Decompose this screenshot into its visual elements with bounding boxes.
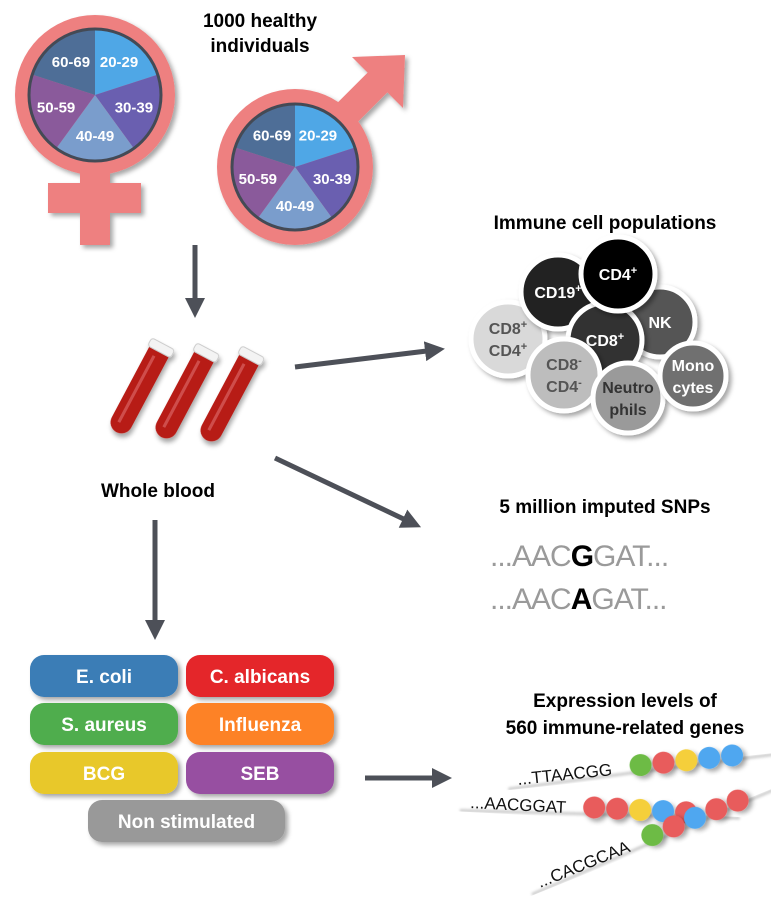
pie-slice	[95, 74, 161, 149]
stimulus-influenza: Influenza	[186, 703, 334, 745]
stimulus-bcg: BCG	[30, 752, 178, 794]
expression-title-line1: Expression levels of	[533, 691, 717, 712]
stimulus-label: Non stimulated	[118, 812, 255, 833]
pie-slice	[295, 147, 358, 218]
snp-sequence-1: ...AACGGAT...	[490, 540, 668, 573]
immune-cell-label: CD8+	[489, 319, 527, 338]
pie-slice	[232, 147, 295, 218]
pie-slice	[95, 29, 158, 95]
expression-bead	[629, 754, 652, 777]
expression-bead	[705, 798, 728, 821]
expression-bead	[683, 806, 706, 829]
immune-cell-label: cytes	[673, 380, 714, 397]
sequence-text: ...CACGCAA	[534, 837, 633, 892]
immune-cell: CD8+ CD4+	[468, 299, 548, 379]
immune-cell-cluster: CD8+ CD4+ CD19+ NK CD8+ CD4+ CD8- CD4- Neutro phi…	[468, 234, 729, 436]
stimulus-c-albicans: C. albicans	[186, 655, 334, 697]
blood-tube	[110, 338, 175, 434]
immune-cell: Mono cytes	[657, 340, 729, 412]
cohort-title-line2: individuals	[210, 36, 309, 57]
stimulus-label: S. aureus	[61, 715, 147, 736]
immune-cell: Neutro phils	[590, 360, 666, 436]
snp-sequences: ...AACGGAT... ...AACAGAT...	[490, 540, 669, 616]
immune-cells-title: Immune cell populations	[494, 213, 717, 234]
arrow-blood-to-cells	[294, 341, 445, 370]
expression-bead	[629, 798, 652, 821]
age-group-label: 40-49	[76, 128, 114, 145]
expression-sequences: ...TTAACGG ...AACGGAT ...CACGCAA	[459, 744, 771, 896]
immune-cell-label: Mono	[672, 358, 715, 375]
age-group-label: 60-69	[52, 54, 90, 71]
immune-cell-label: NK	[648, 315, 672, 332]
arrow-blood-to-snps	[273, 455, 422, 528]
expression-bead	[583, 796, 606, 819]
stimulus-s-aureus: S. aureus	[30, 703, 178, 745]
expression-bead	[652, 800, 675, 823]
cohort-title-line1: 1000 healthy	[203, 11, 317, 32]
sequence-text: ...TTAACGG	[516, 760, 613, 789]
sequence-text: ...AACGGAT	[470, 793, 567, 817]
expression-bead	[675, 749, 698, 772]
stimulus-label: BCG	[83, 764, 125, 785]
snp-sequence-2: ...AACAGAT...	[490, 583, 667, 616]
pie-slice	[32, 29, 95, 95]
stimulus-non-stimulated: Non stimulated	[88, 800, 285, 842]
expression-bead	[652, 751, 675, 774]
immune-cell-label: phils	[609, 402, 646, 419]
expression-bead	[698, 746, 721, 769]
stimulus-label: C. albicans	[210, 667, 310, 688]
pie-slice	[56, 95, 134, 162]
age-group-label: 30-39	[115, 100, 153, 117]
stimulus-seb: SEB	[186, 752, 334, 794]
pie-slice	[295, 104, 355, 167]
stimulus-label: Influenza	[219, 715, 302, 736]
age-group-label: 60-69	[253, 127, 291, 144]
expression-title-line2: 560 immune-related genes	[506, 718, 745, 739]
expression-bead	[662, 815, 685, 838]
age-group-label: 30-39	[313, 171, 351, 188]
expression-bead	[606, 797, 629, 820]
blood-tubes	[110, 338, 265, 442]
age-group-label: 40-49	[276, 198, 314, 215]
male-age-pie: 20-29 30-39 40-49 50-59 60-69	[230, 102, 360, 232]
age-group-label: 20-29	[100, 54, 138, 71]
stimulus-label: E. coli	[76, 667, 132, 688]
snps-title: 5 million imputed SNPs	[499, 497, 710, 518]
whole-blood-label: Whole blood	[101, 481, 215, 502]
age-group-label: 50-59	[239, 171, 277, 188]
stimulus-label: SEB	[240, 764, 279, 785]
immune-cell-label: CD4+	[489, 341, 527, 360]
blood-tube	[155, 343, 220, 439]
stimulation-conditions: E. coli C. albicans S. aureus Influenza BCG S…	[30, 655, 334, 842]
immune-cell-label: CD4+	[599, 265, 637, 284]
expression-bead	[721, 744, 744, 767]
pie-slice	[29, 74, 95, 149]
immune-cell: CD4+	[578, 234, 658, 314]
blood-tube	[200, 346, 265, 442]
immune-cell-label: CD8-	[546, 355, 582, 374]
immune-cell-label: Neutro	[602, 380, 654, 397]
immune-cell: CD8- CD4-	[525, 336, 603, 414]
immune-cell-label: CD8+	[586, 331, 624, 350]
stimulus-e-coli: E. coli	[30, 655, 178, 697]
expression-bead	[726, 789, 749, 812]
immune-cell-label: CD19+	[534, 283, 581, 302]
age-group-label: 50-59	[37, 100, 75, 117]
expression-bead	[641, 824, 664, 847]
pie-slice	[257, 167, 333, 231]
immune-cell-label: CD4-	[546, 377, 582, 396]
gene-sequence: ...TTAACGG	[508, 744, 771, 791]
age-group-label: 20-29	[299, 127, 337, 144]
pie-slice	[235, 104, 295, 167]
gene-sequence: ...CACGCAA	[531, 781, 771, 896]
